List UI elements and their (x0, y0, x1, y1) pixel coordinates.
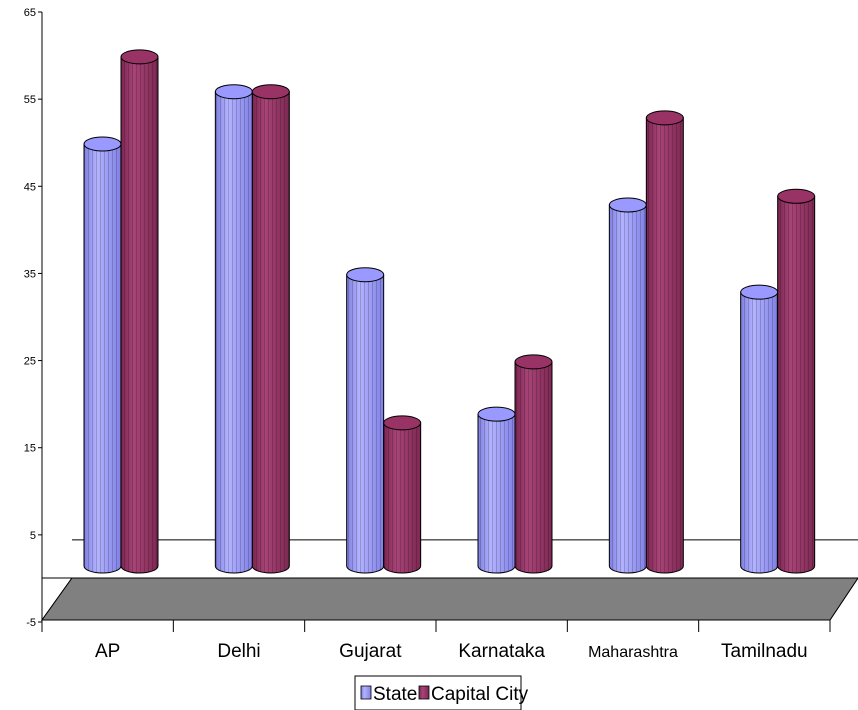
bar (608, 197, 647, 574)
bar-texture (646, 117, 684, 573)
bar (346, 267, 385, 574)
x-axis: AP Delhi Gujarat Karnataka Maharashtra Tamiln… (41, 620, 831, 662)
bar-top (120, 49, 159, 65)
bar-top (214, 84, 253, 100)
y-tick-label: 45 (24, 181, 36, 193)
bar (383, 415, 422, 574)
bar (645, 110, 684, 574)
bar (740, 284, 779, 574)
y-tick-label: 35 (24, 268, 36, 280)
bar-texture (777, 196, 815, 574)
bar (514, 354, 553, 574)
y-tick-label: -5 (26, 617, 36, 629)
bar-texture (383, 422, 421, 573)
bar-texture (84, 144, 121, 573)
floor-surface (41, 577, 858, 621)
legend-box (354, 675, 522, 710)
bars (83, 49, 816, 574)
y-tick-label: 15 (24, 443, 36, 455)
bar-top (740, 284, 779, 300)
bar-top (608, 197, 647, 213)
x-tick-label: Karnataka (458, 641, 545, 662)
bar (214, 84, 253, 574)
x-tick-label: AP (95, 641, 120, 662)
legend-label-state: State (373, 684, 417, 705)
bar-top (83, 136, 122, 152)
bar-top (477, 406, 516, 422)
bar-top (514, 354, 553, 370)
x-tick-label: Maharashtra (588, 644, 678, 661)
y-tick-label: 25 (24, 356, 36, 368)
legend-label-capital-city: Capital City (431, 684, 529, 705)
bar-texture (609, 205, 647, 573)
bar-texture (740, 292, 778, 573)
bar (477, 406, 516, 574)
bar-texture (346, 274, 384, 573)
bar-texture (515, 361, 552, 573)
bar-top (251, 84, 290, 100)
legend-swatch-state (360, 685, 372, 700)
bar-texture (121, 56, 158, 574)
x-tick-label: Gujarat (339, 641, 402, 662)
bar-texture (478, 414, 515, 573)
bar (83, 136, 122, 574)
y-axis: 65 55 45 35 25 15 5 -5 (24, 7, 43, 629)
legend-swatch-capital-city (418, 685, 430, 700)
bar-top (346, 267, 385, 283)
y-tick-label: 5 (30, 530, 36, 542)
y-tick-label: 65 (24, 7, 36, 19)
bar (777, 188, 816, 574)
bar (120, 49, 159, 574)
legend: State Capital City (354, 675, 529, 710)
bar-texture (215, 91, 253, 573)
bar-top (645, 110, 684, 126)
x-tick-label: Tamilnadu (721, 641, 808, 662)
chart-floor (41, 539, 858, 621)
y-tick-label: 55 (24, 94, 36, 106)
bar (251, 84, 290, 574)
bar-top (383, 415, 422, 431)
bar-texture (252, 91, 290, 573)
bar-top (777, 188, 816, 204)
x-tick-label: Delhi (217, 641, 260, 662)
